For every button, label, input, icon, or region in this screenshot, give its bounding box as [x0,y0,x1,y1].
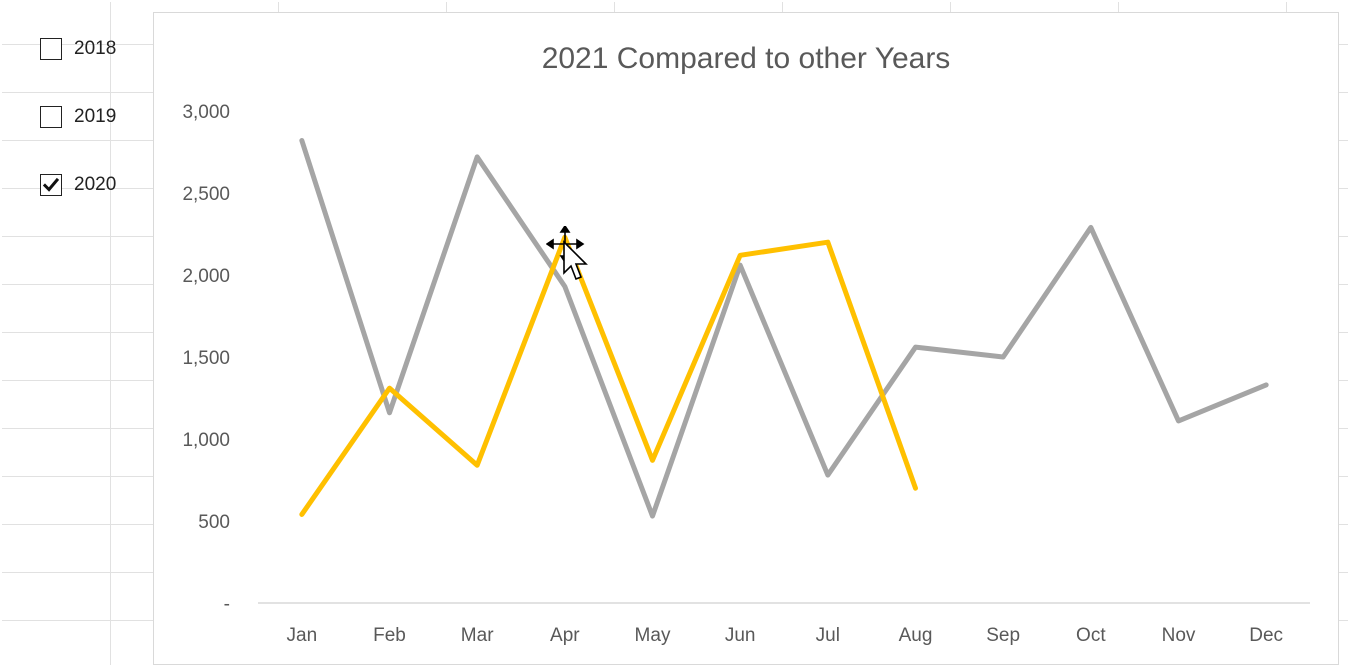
y-tick-label: 500 [198,512,230,533]
y-tick-label: 1,000 [182,430,230,451]
x-tick-label: Feb [373,625,406,646]
checkbox-2018[interactable]: 2018 [40,36,116,62]
y-tick-label: 1,500 [182,348,230,369]
checkbox-2018-label: 2018 [74,38,117,59]
checkbox-2019[interactable]: 2019 [40,104,116,130]
checkmark-icon [42,177,60,192]
y-tick-label: 3,000 [182,102,230,123]
checkbox-2019-label: 2019 [74,106,117,127]
x-tick-label: Nov [1162,625,1196,646]
year-checkbox-panel: 2018 2019 2020 [0,0,150,667]
series-lines [299,138,1269,519]
series-line-1[interactable] [299,234,918,517]
checkbox-2020-label: 2020 [74,174,117,195]
series-line-0[interactable] [299,138,1269,519]
checkbox-2020[interactable]: 2020 [40,172,116,198]
x-tick-label: Jul [816,625,840,646]
x-tick-label: Apr [550,625,580,646]
x-tick-label: Dec [1249,625,1283,646]
y-tick-label: - [224,594,230,615]
x-tick-label: May [635,625,671,646]
y-tick-label: 2,000 [182,266,230,287]
x-tick-label: Jan [287,625,318,646]
x-tick-label: Mar [461,625,494,646]
chart-title: 2021 Compared to other Years [542,42,951,75]
x-tick-label: Aug [899,625,933,646]
y-axis-ticks: - 500 1,000 1,500 2,000 2,500 3,000 [182,102,230,615]
x-tick-label: Oct [1076,625,1106,646]
x-axis-ticks: Jan Feb Mar Apr May Jun Jul Aug Sep Oct Nov Dec [287,625,1284,646]
checkbox-2019-box[interactable] [40,106,62,128]
column-divider [110,2,111,665]
checkbox-2018-box[interactable] [40,38,62,60]
y-tick-label: 2,500 [182,184,230,205]
checkbox-2020-box[interactable] [40,174,62,196]
x-tick-label: Sep [986,625,1020,646]
move-cursor-icon [546,226,588,281]
x-tick-label: Jun [725,625,756,646]
